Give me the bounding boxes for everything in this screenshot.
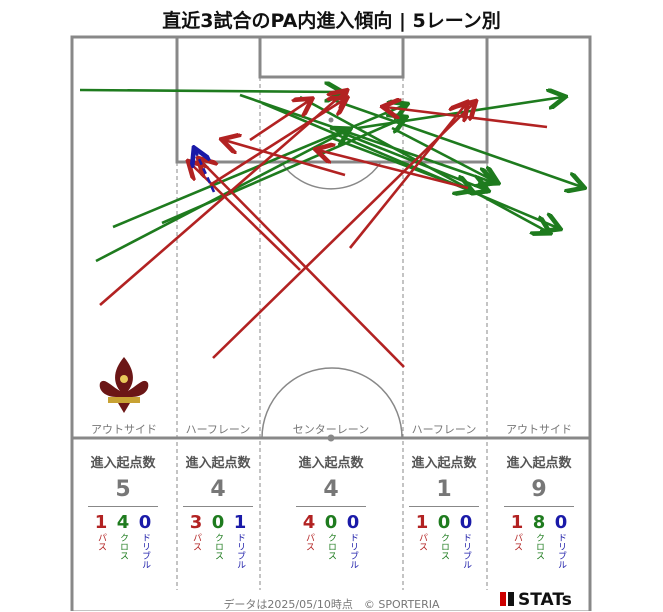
penalty-arc: [280, 161, 382, 190]
stat-dribble-count: 0: [138, 512, 152, 533]
cross-arrow: [79, 90, 340, 92]
center-circle: [261, 367, 403, 439]
stat-dribble-label: ドリブル: [461, 533, 471, 569]
stat-pass-count: 1: [510, 512, 524, 533]
stat-pass-label: パス: [191, 533, 201, 551]
stat-total: 5: [88, 477, 158, 507]
stat-pass-label: パス: [304, 533, 314, 551]
pass-arrow: [224, 140, 346, 177]
stat-dribble-count: 1: [233, 512, 247, 533]
stat-pass-label: パス: [512, 533, 522, 551]
stat-cross-count: 4: [116, 512, 130, 533]
stat-dribble-label: ドリブル: [235, 533, 245, 569]
stat-heading: 進入起点数: [506, 456, 572, 471]
footer-note: データは2025/05/10時点 © SPORTERIA: [223, 598, 440, 611]
brand-logo: STATs: [500, 590, 572, 610]
stat-dribble-label: ドリブル: [140, 533, 150, 569]
stat-dribble-count: 0: [346, 512, 360, 533]
stat-total: 4: [296, 477, 366, 507]
pass-arrow: [318, 150, 469, 190]
stat-heading: 進入起点数: [90, 456, 156, 471]
cross-arrow: [331, 136, 470, 190]
pass-arrow: [385, 107, 548, 129]
pass-arrow: [348, 104, 466, 249]
pass-arrow: [212, 103, 474, 359]
page-title: 直近3試合のPA内進入傾向 | 5レーン別: [162, 10, 501, 32]
cross-arrow: [161, 118, 404, 225]
lane-label-center: センターレーン: [292, 423, 370, 436]
lane-label-outside-left: アウトサイド: [91, 423, 157, 436]
stat-cross-label: クロス: [534, 533, 544, 560]
lane-stats: 進入起点数 1 1 パス 0 クロス 0 ドリブル: [394, 452, 494, 569]
stat-total: 9: [504, 477, 574, 507]
stat-heading: 進入起点数: [298, 456, 364, 471]
stat-cross-count: 8: [532, 512, 546, 533]
pass-arrow: [200, 160, 405, 368]
cross-arrow: [239, 93, 492, 182]
stat-cross-label: クロス: [213, 533, 223, 560]
cross-arrow: [332, 98, 582, 187]
stat-heading: 進入起点数: [411, 456, 477, 471]
stat-cross-label: クロス: [326, 533, 336, 560]
lane-label-halfspace-left: ハーフレーン: [185, 423, 251, 436]
stat-pass-label: パス: [96, 533, 106, 551]
stat-pass-count: 1: [415, 512, 429, 533]
stat-total: 1: [409, 477, 479, 507]
stat-cross-count: 0: [437, 512, 451, 533]
club-crest-icon: [99, 357, 149, 413]
stat-heading: 進入起点数: [185, 456, 251, 471]
stat-cross-label: クロス: [439, 533, 449, 560]
lane-stats: 進入起点数 4 4 パス 0 クロス 0 ドリブル: [281, 452, 381, 569]
lane-label-halfspace-right: ハーフレーン: [411, 423, 477, 436]
stat-pass-count: 4: [302, 512, 316, 533]
stat-cross-count: 0: [324, 512, 338, 533]
dribble-arrow: [195, 150, 216, 193]
brand-text: STATs: [518, 590, 572, 610]
stat-pass-count: 1: [94, 512, 108, 533]
stat-dribble-count: 0: [554, 512, 568, 533]
stat-pass-count: 3: [189, 512, 203, 533]
stat-dribble-count: 0: [459, 512, 473, 533]
stat-dribble-label: ドリブル: [556, 533, 566, 569]
lane-stats: 進入起点数 4 3 パス 0 クロス 1 ドリブル: [168, 452, 268, 569]
stat-total: 4: [183, 477, 253, 507]
stat-cross-label: クロス: [118, 533, 128, 560]
goal-area: [258, 35, 405, 79]
center-spot: [327, 434, 335, 442]
stat-cross-count: 0: [211, 512, 225, 533]
cross-arrow: [391, 126, 496, 182]
lane-label-outside-right: アウトサイド: [506, 423, 572, 436]
penalty-area: [175, 35, 489, 164]
stat-pass-label: パス: [417, 533, 427, 551]
stat-dribble-label: ドリブル: [348, 533, 358, 569]
lane-stats: 進入起点数 9 1 パス 8 クロス 0 ドリブル: [489, 452, 589, 569]
pass-arrow: [209, 99, 345, 187]
pass-arrow: [249, 100, 310, 142]
penalty-spot: [328, 117, 334, 123]
lane-stats: 進入起点数 5 1 パス 4 クロス 0 ドリブル: [73, 452, 173, 569]
pass-arrow: [99, 92, 345, 306]
